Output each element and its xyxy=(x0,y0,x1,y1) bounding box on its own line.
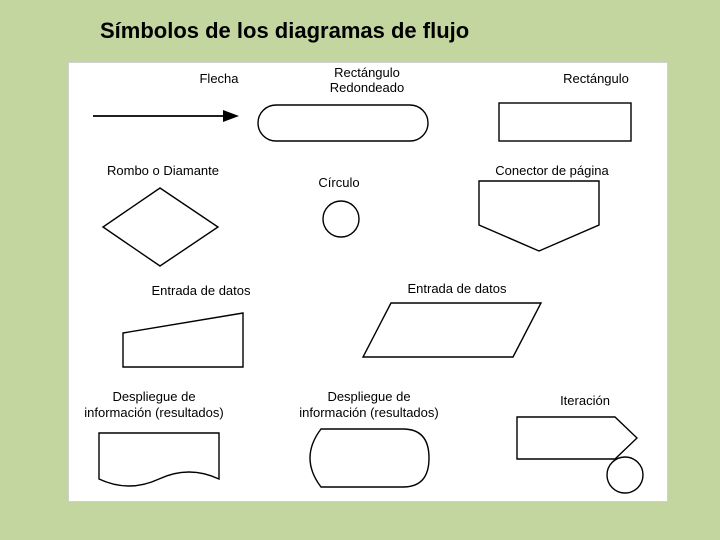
display-shape xyxy=(297,427,431,489)
label-flecha: Flecha xyxy=(179,71,259,86)
page-connector-shape xyxy=(477,179,601,253)
diamond-shape xyxy=(101,186,220,268)
label-conector: Conector de página xyxy=(467,163,637,178)
label-entrada2: Entrada de datos xyxy=(377,281,537,296)
rect-shape xyxy=(497,101,633,143)
parallelogram-shape xyxy=(361,301,543,359)
iteration-shape xyxy=(515,415,655,501)
circle-shape xyxy=(321,199,361,239)
rounded-rect-shape xyxy=(256,103,430,143)
label-entrada1: Entrada de datos xyxy=(121,283,281,298)
label-despliegue2-l1: Despliegue de xyxy=(269,389,469,404)
label-iteracion: Iteración xyxy=(525,393,645,408)
diagram-panel: Flecha Rectángulo Redondeado Rectángulo … xyxy=(68,62,668,502)
arrow-shape xyxy=(91,106,241,126)
label-rect-redondeado-1: Rectángulo xyxy=(307,65,427,80)
label-rect-redondeado-2: Redondeado xyxy=(307,80,427,95)
label-despliegue1-l1: Despliegue de xyxy=(69,389,239,404)
label-despliegue2-l2: información (resultados) xyxy=(269,405,469,420)
page-title: Símbolos de los diagramas de flujo xyxy=(100,18,469,44)
data-trapezoid-shape xyxy=(121,311,245,369)
label-rombo: Rombo o Diamante xyxy=(83,163,243,178)
label-rectangulo: Rectángulo xyxy=(541,71,651,86)
document-shape xyxy=(97,431,221,495)
label-circulo: Círculo xyxy=(299,175,379,190)
label-despliegue1-l2: información (resultados) xyxy=(69,405,239,420)
